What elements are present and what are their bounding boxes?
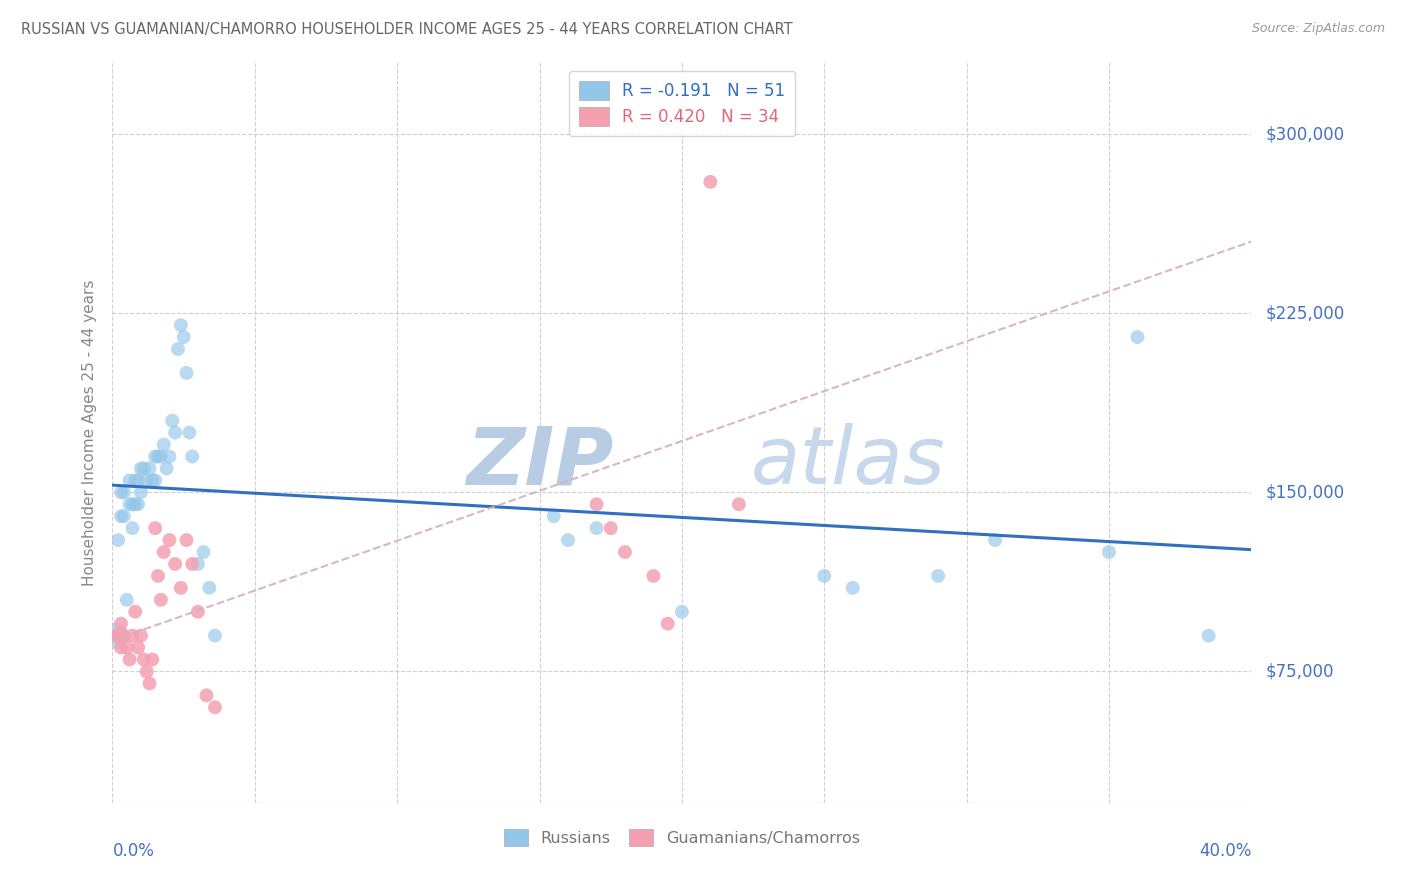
Point [173, 330, 195, 344]
Point [124, 497, 146, 511]
Point [176, 533, 198, 547]
Point [146, 450, 169, 464]
Point [699, 175, 721, 189]
Point [155, 461, 177, 475]
Point [204, 700, 226, 714]
Point [118, 652, 141, 666]
Text: 40.0%: 40.0% [1199, 842, 1251, 860]
Point [138, 676, 160, 690]
Point [176, 366, 198, 380]
Point [135, 474, 157, 488]
Point [585, 497, 607, 511]
Point [115, 592, 138, 607]
Point [159, 450, 180, 464]
Point [129, 461, 152, 475]
Point [132, 652, 155, 666]
Point [112, 485, 135, 500]
Point [127, 497, 149, 511]
Text: $75,000: $75,000 [1265, 663, 1334, 681]
Point [129, 629, 152, 643]
Point [165, 557, 187, 571]
Point [927, 569, 949, 583]
Point [187, 557, 209, 571]
Point [193, 545, 215, 559]
Text: Source: ZipAtlas.com: Source: ZipAtlas.com [1251, 22, 1385, 36]
Point [141, 652, 163, 666]
Point [112, 629, 135, 643]
Point [179, 425, 201, 440]
Point [195, 689, 218, 703]
Point [159, 533, 180, 547]
Text: $300,000: $300,000 [1265, 125, 1344, 143]
Point [118, 497, 141, 511]
Point [110, 485, 132, 500]
Point [146, 569, 169, 583]
Point [110, 616, 132, 631]
Point [132, 461, 155, 475]
Point [112, 509, 135, 524]
Text: 0.0%: 0.0% [112, 842, 155, 860]
Point [198, 581, 221, 595]
Point [585, 521, 607, 535]
Y-axis label: Householder Income Ages 25 - 44 years: Householder Income Ages 25 - 44 years [82, 279, 97, 586]
Point [599, 521, 621, 535]
Point [129, 485, 152, 500]
Point [170, 318, 193, 333]
Point [104, 629, 127, 643]
Point [165, 425, 187, 440]
Point [127, 474, 149, 488]
Point [110, 509, 132, 524]
Point [181, 557, 204, 571]
Point [124, 474, 146, 488]
Point [143, 521, 166, 535]
Point [121, 521, 143, 535]
Legend: Russians, Guamanians/Chamorros: Russians, Guamanians/Chamorros [495, 822, 869, 854]
Point [110, 640, 132, 655]
Point [181, 450, 204, 464]
Point [141, 474, 163, 488]
Point [728, 497, 751, 511]
Point [152, 437, 174, 451]
Point [152, 545, 174, 559]
Point [1198, 629, 1220, 643]
Text: atlas: atlas [751, 423, 945, 501]
Point [557, 533, 579, 547]
Point [104, 629, 127, 643]
Point [657, 616, 679, 631]
Point [162, 414, 184, 428]
Point [143, 450, 166, 464]
Point [115, 640, 138, 655]
Point [124, 605, 146, 619]
Point [107, 533, 129, 547]
Point [170, 581, 193, 595]
Point [167, 342, 190, 356]
Point [1098, 545, 1121, 559]
Point [841, 581, 863, 595]
Point [984, 533, 1007, 547]
Point [121, 629, 143, 643]
Point [204, 629, 226, 643]
Point [1126, 330, 1149, 344]
Point [671, 605, 693, 619]
Point [138, 461, 160, 475]
Point [118, 474, 141, 488]
Text: RUSSIAN VS GUAMANIAN/CHAMORRO HOUSEHOLDER INCOME AGES 25 - 44 YEARS CORRELATION : RUSSIAN VS GUAMANIAN/CHAMORRO HOUSEHOLDE… [21, 22, 793, 37]
Point [135, 665, 157, 679]
Point [543, 509, 565, 524]
Point [613, 545, 636, 559]
Point [107, 629, 129, 643]
Point [121, 497, 143, 511]
Point [149, 450, 172, 464]
Text: ZIP: ZIP [467, 423, 613, 501]
Point [643, 569, 665, 583]
Point [149, 592, 172, 607]
Point [813, 569, 835, 583]
Point [143, 474, 166, 488]
Point [187, 605, 209, 619]
Text: $150,000: $150,000 [1265, 483, 1344, 501]
Point [127, 640, 149, 655]
Text: $225,000: $225,000 [1265, 304, 1344, 322]
